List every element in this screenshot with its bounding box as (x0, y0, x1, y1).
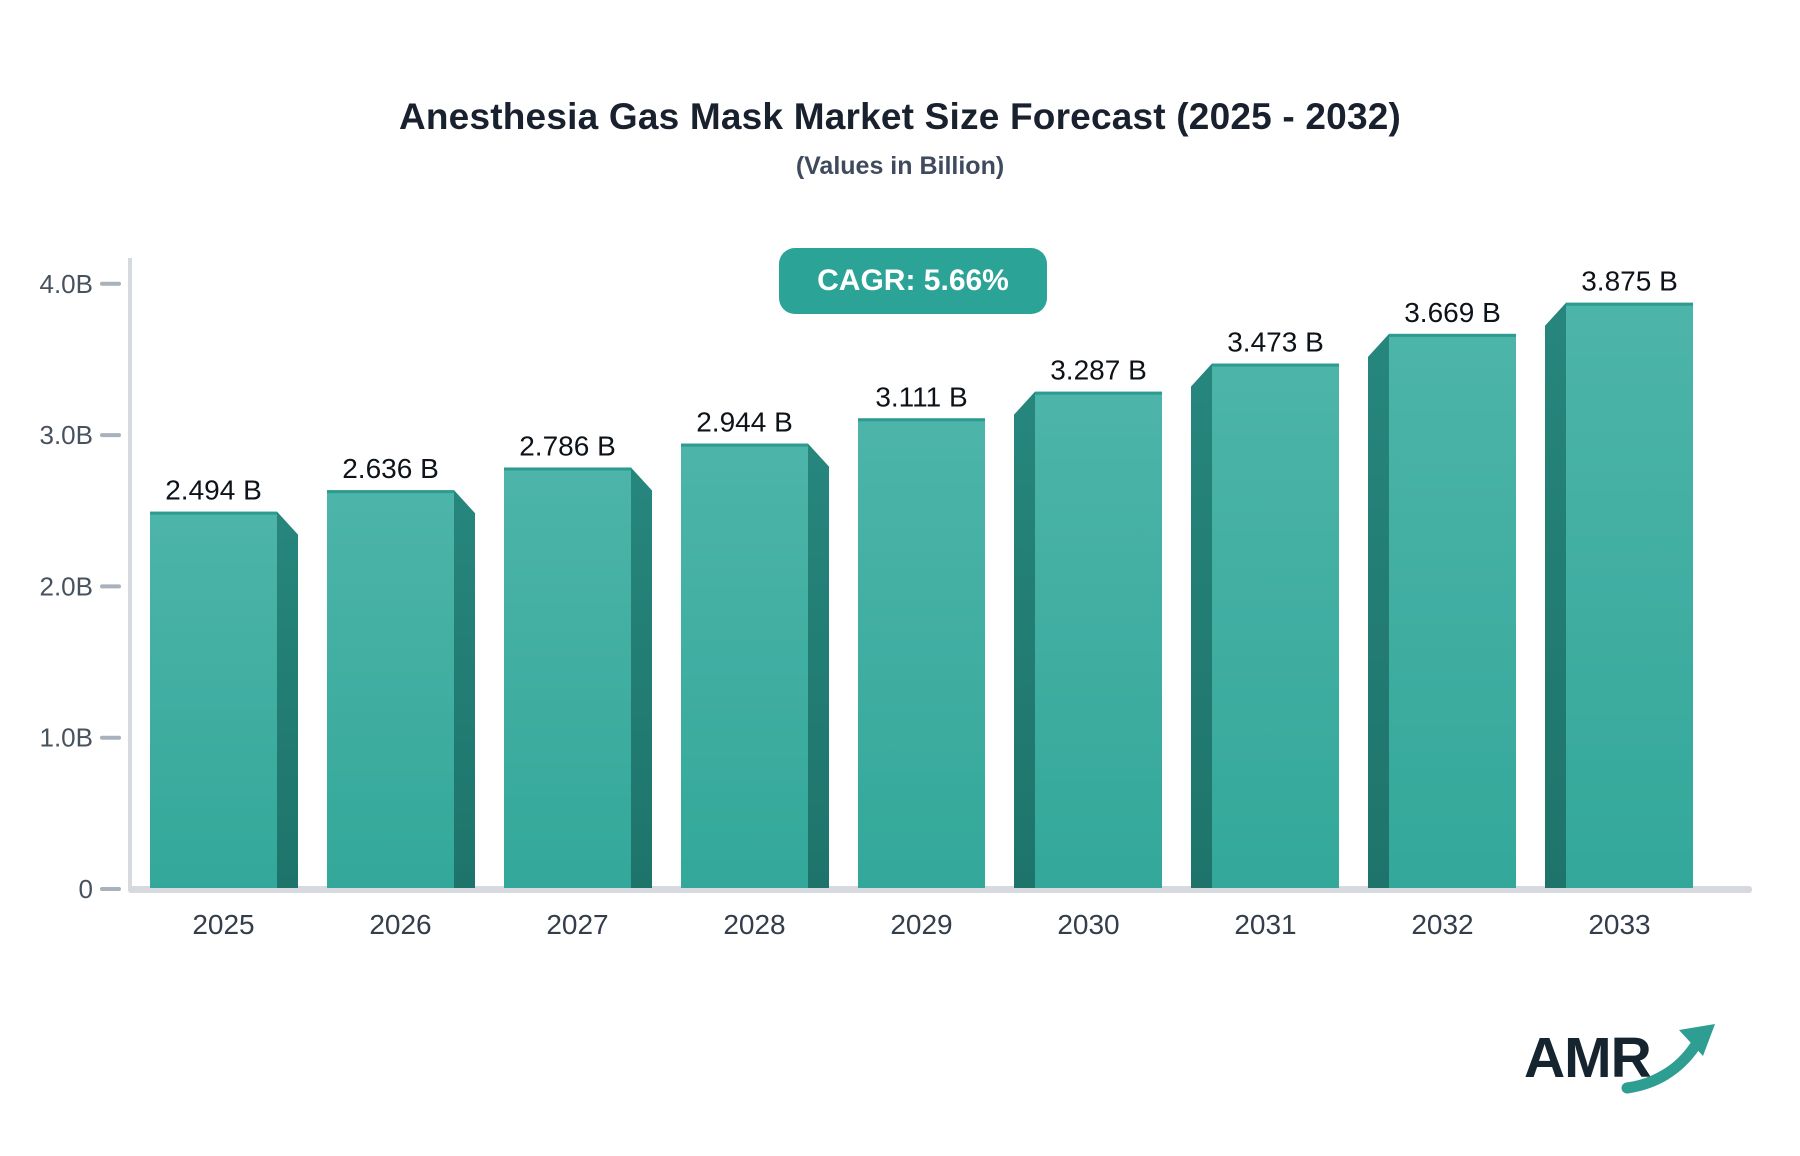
bar-value-label: 2.944 B (696, 407, 793, 438)
x-tick-label: 2026 (369, 909, 431, 940)
bar-value-label: 3.669 B (1404, 297, 1501, 328)
bar-value-label: 2.786 B (519, 430, 616, 461)
chart-subtitle: (Values in Billion) (795, 152, 1005, 180)
x-tick-label: 2028 (723, 909, 785, 940)
chart-title: Anesthesia Gas Mask Market Size Forecast… (398, 96, 1402, 137)
bar-2027 (504, 467, 652, 888)
y-tick-label: 4.0B (40, 269, 94, 299)
x-tick-label: 2030 (1057, 909, 1119, 940)
y-tick-mark (100, 735, 121, 740)
bar-side-panel (277, 511, 298, 888)
cagr-badge-wrap: CAGR: 5.66% (0, 248, 1800, 314)
bar-face (327, 490, 454, 888)
bar-2031 (1191, 363, 1339, 888)
bar-top-edge (504, 467, 631, 471)
bar-top-edge (1389, 333, 1516, 337)
x-tick-label: 2025 (192, 909, 254, 940)
bar-side-panel (1191, 363, 1212, 888)
y-tick-mark (100, 887, 121, 891)
bar-face (681, 443, 808, 888)
bar-top-edge (150, 511, 277, 515)
bar-face (150, 511, 277, 888)
bar-value-label: 2.494 B (165, 475, 262, 506)
bar-side-panel (1545, 302, 1566, 888)
x-tick-label: 2032 (1411, 909, 1473, 940)
y-tick-mark (100, 433, 121, 438)
bar-2032 (1368, 333, 1516, 888)
bar-top-edge (1212, 363, 1339, 367)
bar-side-panel (1014, 391, 1035, 888)
bar-value-label: 3.875 B (1581, 266, 1678, 297)
bar-side-panel (454, 490, 475, 888)
amr-logo-text: AMR (1524, 1026, 1652, 1090)
amr-logo: AMR (1524, 1024, 1731, 1102)
bar-side-panel (631, 467, 652, 888)
bar-face (504, 467, 631, 888)
bar-value-label: 3.473 B (1227, 327, 1324, 358)
bar-top-edge (1035, 391, 1162, 395)
bar-top-edge (858, 418, 985, 422)
bar-2030 (1014, 391, 1162, 888)
bar-value-label: 3.111 B (875, 381, 967, 412)
bar-face (1389, 333, 1516, 888)
x-tick-label: 2033 (1588, 909, 1650, 940)
bar-2029 (858, 418, 985, 888)
y-tick-label: 3.0B (40, 420, 94, 450)
bar-2028 (681, 443, 829, 888)
bar-face (1212, 363, 1339, 888)
bar-face (1566, 302, 1693, 888)
x-tick-label: 2031 (1234, 909, 1296, 940)
y-tick-label: 0 (79, 874, 93, 904)
y-tick-label: 2.0B (40, 571, 94, 601)
bar-side-panel (1368, 333, 1389, 888)
bar-2033 (1545, 302, 1693, 888)
y-tick-label: 1.0B (40, 723, 94, 753)
cagr-badge: CAGR: 5.66% (779, 248, 1047, 314)
bar-top-edge (327, 490, 454, 494)
y-tick-mark (100, 584, 121, 589)
y-tick-mark (100, 281, 121, 286)
bar-value-label: 2.636 B (342, 453, 439, 484)
bar-2025 (150, 511, 298, 888)
bar-value-label: 3.287 B (1050, 355, 1147, 386)
bar-top-edge (1566, 302, 1693, 306)
chart-header: Anesthesia Gas Mask Market Size Forecast… (0, 0, 1800, 181)
bar-2026 (327, 490, 475, 888)
y-axis-line (128, 258, 132, 889)
bar-face (858, 418, 985, 888)
bar-side-panel (808, 443, 829, 888)
bar-face (1035, 391, 1162, 888)
bar-top-edge (681, 443, 808, 447)
x-tick-label: 2027 (546, 909, 608, 940)
growth-arrow-icon (1621, 1024, 1715, 1094)
x-tick-label: 2029 (890, 909, 952, 940)
